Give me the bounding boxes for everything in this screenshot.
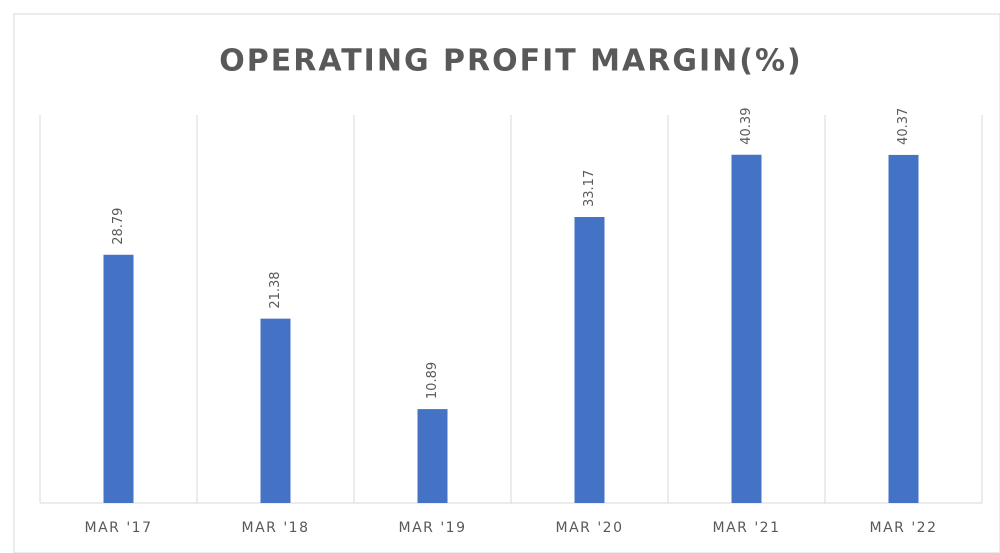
x-tick-label: MAR '20 <box>556 520 624 536</box>
bar <box>417 409 448 503</box>
data-label: 10.89 <box>425 362 440 399</box>
x-tick-label: MAR '19 <box>399 520 467 536</box>
data-label: 33.17 <box>582 170 597 207</box>
bar <box>103 254 134 503</box>
bar <box>260 318 291 503</box>
bar <box>574 217 605 503</box>
bar <box>888 154 919 503</box>
x-tick-label: MAR '22 <box>870 520 938 536</box>
bar <box>731 154 762 503</box>
data-label: 40.39 <box>739 108 754 145</box>
x-tick-label: MAR '21 <box>713 520 781 536</box>
chart-title: OPERATING PROFIT MARGIN(%) <box>219 44 802 79</box>
x-tick-label: MAR '17 <box>85 520 153 536</box>
chart-frame <box>13 13 1000 553</box>
x-tick-label: MAR '18 <box>242 520 310 536</box>
data-label: 40.37 <box>896 108 911 145</box>
data-label: 28.79 <box>111 208 126 245</box>
data-label: 21.38 <box>268 271 283 308</box>
